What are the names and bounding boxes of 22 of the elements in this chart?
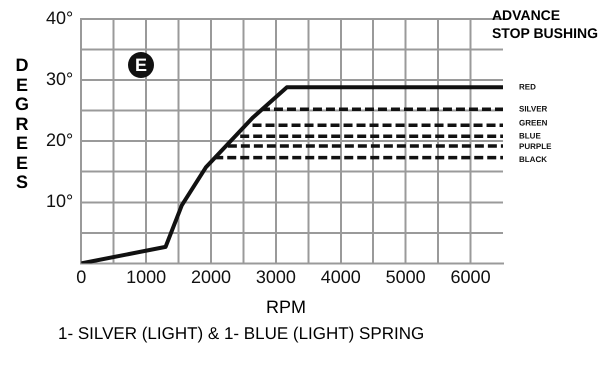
y-tick-label: 10° — [46, 191, 74, 212]
x-tick-label: 5000 — [386, 267, 426, 288]
x-tick-label: 2000 — [190, 267, 232, 288]
text: PURPLE — [519, 142, 552, 152]
y-tick-label: 30° — [46, 68, 74, 89]
text: BLACK — [519, 154, 548, 164]
x-axis-title: RPM — [265, 297, 307, 318]
x-tick-label: 4000 — [320, 267, 361, 288]
y-tick-label: 40° — [46, 8, 74, 28]
x-tick-label: 0 — [76, 267, 86, 288]
y-tick-label: 20° — [46, 130, 74, 150]
text: 1- SILVER (LIGHT) & 1- BLUE (LIGHT) SPRING — [58, 324, 424, 344]
x-tick-label: 6000 — [450, 267, 491, 288]
annotation: E — [128, 52, 154, 78]
text: ADVANCE STOP BUSHING — [492, 6, 598, 42]
text: GREEN — [519, 118, 548, 128]
text: RED — [519, 82, 536, 92]
text: SILVER — [519, 104, 548, 114]
y-axis-title: DEGREES — [14, 55, 30, 192]
x-tick-label: 1000 — [126, 267, 166, 288]
text: BLUE — [519, 131, 542, 140]
x-tick-label: 3000 — [256, 267, 296, 288]
